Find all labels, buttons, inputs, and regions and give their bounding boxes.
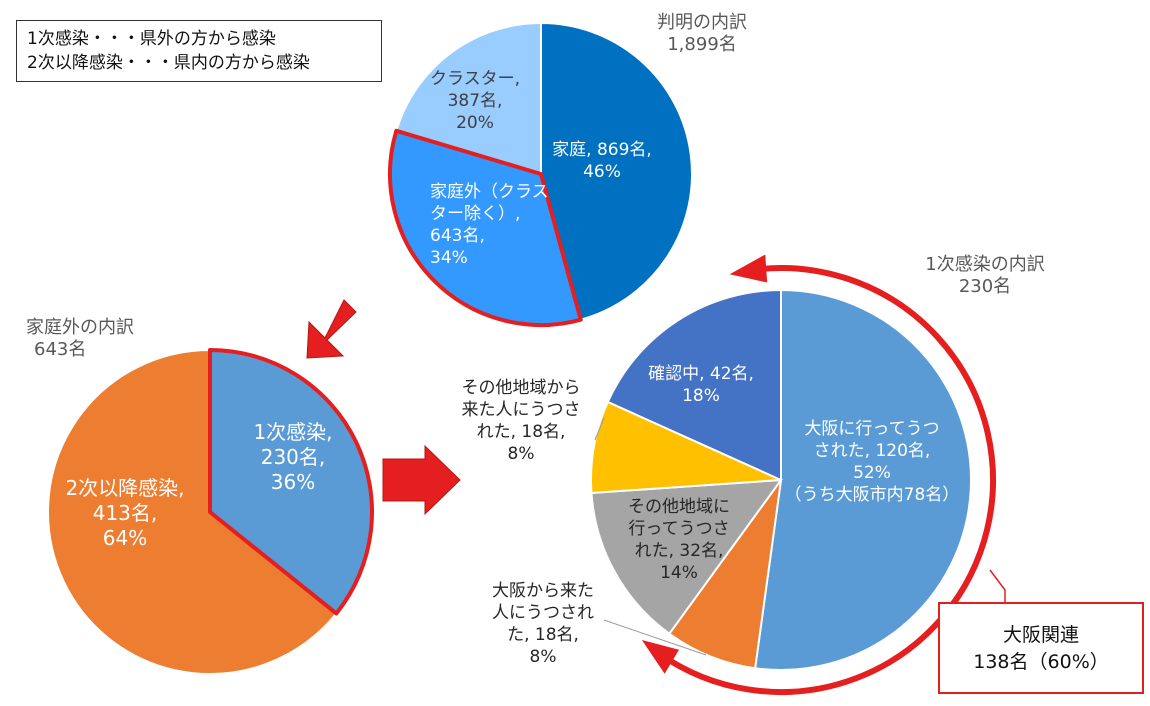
outside-breakdown-title: 家庭外の内訳 [26, 317, 134, 338]
pie-chart-1: 家庭, 869名, 46%家庭外（クラスター除く）, 643名, 34% クラスター, 3… [388, 21, 693, 327]
slice-data-label: 1次感染, 230名, 36% [253, 420, 332, 494]
arc-arrowhead-icon [729, 254, 768, 283]
known-breakdown-title-block: 判明の内訳 1,899名 [612, 12, 792, 56]
leader-line [594, 417, 605, 441]
highlight-outline [208, 348, 374, 616]
pie-chart-3: 大阪に行ってうつされた, 120名, 52%（うち大阪市内78名） 大阪から来た人に… [462, 288, 972, 671]
primary-breakdown-total: 230名 [958, 276, 1012, 297]
callout-connector [989, 569, 1006, 602]
slice-data-label: その他地域に行ってうつされた, 32名, 14% [628, 497, 730, 583]
legend-line-primary: 1次感染・・・県外の方から感染 [27, 29, 276, 49]
outside-breakdown-total: 643名 [34, 339, 87, 360]
outside-breakdown-title-block: 家庭外の内訳 643名 [26, 317, 176, 361]
legend-box: 1次感染・・・県外の方から感染 2次以降感染・・・県内の方から感染 [16, 20, 382, 82]
highlight-outline [388, 128, 583, 327]
slice-data-label: 確認中, 42名, 18% [648, 364, 754, 406]
arc-arrowhead-icon [641, 639, 680, 674]
legend-line-secondary: 2次以降感染・・・県内の方から感染 [27, 53, 310, 73]
primary-breakdown-title-block: 1次感染の内訳 230名 [890, 254, 1080, 298]
right-arrow-icon [382, 444, 461, 516]
osaka-bracket-arc [657, 265, 996, 695]
osaka-related-callout: 大阪関連 138名（60%） [938, 602, 1144, 694]
slice-data-label: 大阪から来た人にうつされた, 18名, 8% [492, 581, 594, 667]
slice-data-label: その他地域から来た人にうつされた, 18名, 8% [462, 378, 581, 464]
known-breakdown-total: 1,899名 [667, 34, 737, 55]
slice-data-label: 2次以降感染, 413名, 64% [65, 476, 184, 550]
pie-slice [754, 288, 972, 671]
leader-line [603, 619, 707, 656]
pie-slice [540, 21, 693, 321]
down-left-arrow-icon [306, 299, 357, 359]
pie-chart-2: 1次感染, 230名, 36% 2次以降感染, 413名, 64% [47, 348, 374, 675]
slice-data-label: 家庭, 869名, 46% [552, 140, 652, 182]
pie-slice [395, 21, 542, 176]
primary-breakdown-title: 1次感染の内訳 [925, 254, 1045, 275]
slice-data-label: 大阪に行ってうつされた, 120名, 52%（うち大阪市内78名） [785, 419, 960, 505]
callout-title: 大阪関連 [1002, 624, 1079, 646]
pie-slice [606, 288, 782, 482]
slice-data-label: クラスター, 387名, 20% [430, 69, 520, 133]
pie-slice [667, 479, 782, 670]
callout-value: 138名（60%） [973, 651, 1109, 673]
slice-data-label: 家庭外（クラスター除く）, 643名, 34% [430, 182, 549, 268]
known-breakdown-title: 判明の内訳 [657, 12, 747, 33]
pie-slice [47, 348, 338, 675]
pie-slice [590, 400, 782, 495]
pie-slice [590, 478, 784, 636]
